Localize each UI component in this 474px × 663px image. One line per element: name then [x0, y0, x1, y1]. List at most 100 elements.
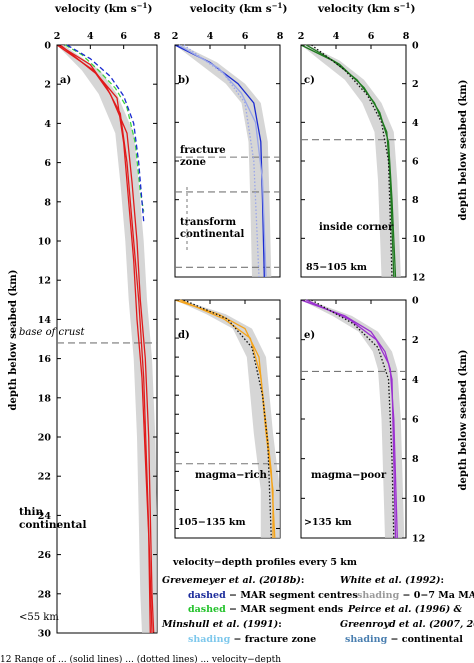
panel-b-shading-band — [175, 45, 272, 277]
panel-a-ytick-label: 22 — [38, 472, 51, 483]
panel-a-ytick-label: 10 — [38, 237, 52, 248]
top-axis-title-c: velocity (km s−1) — [317, 1, 415, 15]
panel-e-class: magma−poor — [311, 470, 387, 481]
y-axis-title-right-top: depth below seabed (km) — [458, 80, 469, 221]
panel-d-shading-band — [175, 300, 280, 538]
panel-a-label: a) — [60, 75, 71, 86]
panel-c-xtick-label: 6 — [368, 31, 375, 42]
panel-a-xtick-label: 2 — [54, 31, 61, 42]
panel-d: d) magma−rich 105−135 km — [174, 299, 281, 539]
panel-a-class-line1: thin — [19, 506, 43, 518]
panel-b-series-2 — [183, 44, 260, 278]
panel-a-range: <55 km — [19, 612, 59, 623]
legend: velocity−depth profiles every 5 km Greve… — [161, 557, 474, 645]
panel-b-xtick-label: 6 — [242, 31, 249, 42]
panel-d-series-2 — [183, 299, 272, 539]
panel-e-ytick-label: 4 — [412, 375, 419, 386]
panel-b-class1-line2: zone — [180, 157, 206, 168]
panel-e-series-0 — [300, 299, 398, 539]
legend-ref-minshull: Minshull et al. (1991): — [161, 619, 282, 630]
panel-a-ytick-label: 2 — [44, 80, 51, 91]
panel-a-xtick-label: 4 — [87, 31, 94, 42]
panel-a-ytick-label: 4 — [44, 119, 51, 130]
panel-c-xtick-label: 8 — [403, 31, 410, 42]
panel-e-label: e) — [304, 330, 315, 341]
panel-e-ytick-label: 8 — [412, 454, 419, 465]
legend-shading-fracture: shading − fracture zone — [188, 634, 316, 645]
panel-a-ytick-label: 14 — [38, 315, 52, 326]
panel-e: 0 2 4 6 8 10 12 e) magma−poor >135 km — [300, 296, 426, 545]
panel-a-series-2 — [58, 44, 153, 634]
panel-c-xtick-label: 4 — [333, 31, 340, 42]
panel-a-ytick-label: 6 — [44, 158, 51, 169]
panel-b-class2-line1: transform — [180, 217, 237, 228]
y-axis-title-right-bottom: depth below seabed (km) — [458, 350, 469, 491]
panel-c-ytick-label: 12 — [412, 273, 425, 284]
panel-a-shading-band — [57, 45, 157, 633]
panel-c-ytick-label: 8 — [412, 195, 419, 206]
caption-fragment: 12 Range of ... (solid lines) ... (dotte… — [0, 654, 281, 663]
panel-e-shading-band — [301, 300, 405, 538]
panel-b-series-1 — [178, 44, 267, 278]
panel-e-series-2 — [311, 299, 395, 539]
panel-d-series-1 — [180, 299, 276, 539]
panel-a-series-4 — [66, 44, 145, 222]
panel-a-series-1 — [59, 44, 151, 634]
panel-c-series-1 — [305, 44, 397, 278]
panel-a-boundary-label: base of crust — [19, 327, 85, 338]
panel-b-xtick-label: 4 — [207, 31, 214, 42]
panel-c-ytick-label: 2 — [412, 79, 419, 90]
y-axis-title-left: depth below seabed (km) — [8, 270, 19, 411]
top-axis-title-b: velocity (km s−1) — [189, 1, 287, 15]
panel-c-label: c) — [304, 75, 315, 86]
panel-d-class: magma−rich — [195, 470, 268, 481]
panel-a-ytick-label: 0 — [44, 41, 51, 52]
panel-e-ytick-label: 6 — [412, 415, 419, 426]
panel-c-xtick-label: 2 — [298, 31, 305, 42]
panel-a-ytick-label: 20 — [38, 433, 52, 444]
top-axis-title-a: velocity (km s−1) — [54, 1, 152, 15]
panel-c-ytick-label: 0 — [412, 41, 419, 52]
panel-a-ytick-label: 16 — [38, 354, 52, 365]
panel-b-label: b) — [178, 75, 190, 86]
panel-c-ytick-label: 10 — [412, 234, 426, 245]
panel-c-ytick-label: 4 — [412, 118, 419, 129]
legend-ref-peirce: Peirce et al. (1996) & — [347, 604, 463, 615]
legend-dashed-centres: dashed − MAR segment centres — [188, 590, 358, 601]
panel-a-ytick-label: 12 — [38, 276, 51, 287]
panel-e-ytick-label: 0 — [412, 296, 419, 307]
panel-a-ytick-label: 8 — [44, 197, 51, 208]
panel-a-xtick-label: 8 — [154, 31, 161, 42]
panel-d-range: 105−135 km — [178, 517, 246, 528]
panel-b-xtick-label: 8 — [277, 31, 284, 42]
panel-b-xtick-label: 2 — [172, 31, 179, 42]
panel-a-ytick-label: 30 — [38, 629, 52, 640]
panel-c-range: 85−105 km — [306, 262, 367, 273]
panel-e-ytick-label: 12 — [412, 534, 425, 545]
panel-a-ytick-label: 18 — [38, 393, 52, 404]
panel-e-ytick-label: 2 — [412, 335, 419, 346]
panel-c-shading-band — [301, 45, 401, 277]
panel-d-label: d) — [178, 330, 190, 341]
panel-a-frame — [56, 44, 158, 634]
legend-ref-grevemeyer: Grevemeyer et al. (2018b): — [162, 575, 304, 586]
panel-a: 2 4 6 8024681012141618202224262830a)thincon… — [19, 31, 161, 640]
panel-b-class2-line2: continental — [180, 229, 244, 240]
panel-a-ytick-label: 26 — [38, 550, 52, 561]
legend-heading: velocity−depth profiles every 5 km — [172, 557, 357, 568]
panel-a-xtick-label: 6 — [120, 31, 127, 42]
panel-a-class-line2: continental — [19, 519, 86, 531]
panel-a-ytick-label: 28 — [38, 589, 52, 600]
panel-e-series-1 — [306, 299, 397, 539]
legend-dashed-ends: dashed − MAR segment ends — [188, 604, 343, 615]
panel-c-class: inside corner — [319, 222, 394, 233]
panel-a-ytick-label: 24 — [38, 511, 52, 522]
legend-ref-greenroyd: Greenroyd et al. (2007, 2008) — [340, 619, 474, 630]
legend-ref-white: White et al. (1992): — [340, 575, 444, 586]
panel-b-class1-line1: fracture — [180, 145, 226, 156]
panel-d-frame — [174, 299, 281, 539]
panel-c-series-2 — [311, 44, 393, 278]
